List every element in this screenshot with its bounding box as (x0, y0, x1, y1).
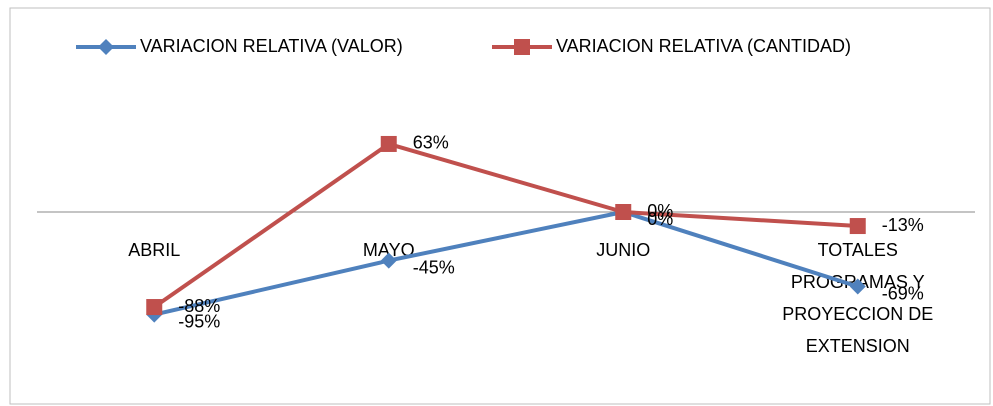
x-tick-label-box: MAYO (362, 240, 415, 260)
x-tick-label-box: ABRIL (128, 240, 181, 260)
legend-label: VARIACION RELATIVA (VALOR) (140, 36, 403, 56)
data-label: -95% (178, 311, 220, 331)
data-label: -13% (882, 215, 924, 235)
data-point (146, 299, 163, 316)
legend-marker (98, 39, 114, 55)
chart-frame (9, 7, 991, 405)
x-tick-label: MAYO (362, 240, 415, 260)
x-tick-label: TOTALES PROGRAMAS Y PROYECCION DE EXTENS… (782, 240, 934, 356)
data-label: 0% (647, 209, 673, 229)
data-point (849, 218, 866, 235)
data-point (380, 252, 397, 269)
data-point (849, 278, 866, 295)
x-tick-label-box: JUNIO (596, 240, 651, 260)
data-point (380, 135, 397, 152)
data-label: 63% (413, 133, 449, 153)
series-line (153, 141, 858, 309)
legend-label: VARIACION RELATIVA (CANTIDAD) (556, 36, 851, 56)
x-tick-label-box: TOTALES PROGRAMAS Y PROYECCION DE EXTENS… (782, 240, 934, 356)
data-label: -45% (413, 257, 455, 277)
data-label: -88% (178, 296, 220, 316)
x-tick-label: ABRIL (128, 240, 181, 260)
series-line (153, 210, 859, 317)
legend-marker (514, 39, 530, 55)
data-point (615, 204, 632, 220)
data-label: -69% (882, 283, 924, 303)
x-tick-label: JUNIO (596, 240, 651, 260)
data-label: 0% (647, 201, 673, 221)
